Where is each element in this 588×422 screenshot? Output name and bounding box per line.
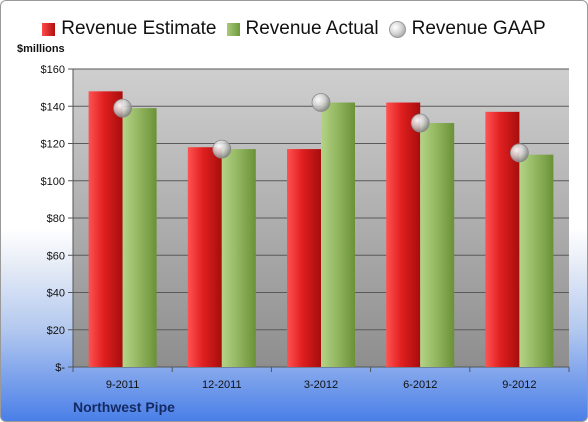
company-name: Northwest Pipe [73,399,175,415]
x-tick-label: 6-2012 [403,379,437,391]
bar-revenue-actual [221,149,256,367]
legend-swatch-actual [226,22,240,36]
y-tick-label: $60 [47,250,65,262]
x-tick-label: 9-2012 [502,379,536,391]
legend-item-gaap: Revenue GAAP [388,18,546,40]
bar-revenue-actual [420,123,455,367]
legend-item-actual: Revenue Actual [226,18,379,40]
marker-revenue-gaap [212,139,232,159]
y-unit-label: $millions [17,43,65,55]
y-tick-label: $80 [47,213,65,225]
x-tick-label: 3-2012 [304,379,338,391]
y-tick-label: $100 [41,176,65,188]
bar-revenue-actual [122,108,157,368]
marker-revenue-gaap [311,93,331,112]
legend-label-estimate: Revenue Estimate [61,18,217,39]
bar-revenue-actual [519,154,554,367]
bar-revenue-estimate [287,149,321,367]
y-tick-label: $160 [41,64,65,76]
bar-revenue-estimate [187,147,222,367]
x-tick-label: 9-2011 [106,379,139,391]
bar-revenue-actual [321,102,355,368]
legend-label-actual: Revenue Actual [245,18,379,39]
y-tick-label: $40 [47,288,65,300]
y-tick-label: $- [55,362,65,374]
y-tick-label: $20 [47,325,65,337]
bar-revenue-estimate [88,91,123,367]
legend: Revenue Estimate Revenue Actual Revenue … [1,17,587,41]
marker-revenue-gaap [510,143,529,163]
marker-revenue-gaap [410,113,430,133]
x-tick-label: 12-2011 [202,379,242,391]
y-tick-label: $140 [41,101,65,113]
marker-revenue-gaap [113,98,132,118]
legend-marker-gaap [388,20,406,38]
legend-label-gaap: Revenue GAAP [411,18,546,39]
legend-item-estimate: Revenue Estimate [42,18,217,40]
y-tick-label: $120 [41,139,65,151]
legend-swatch-estimate [42,22,56,36]
bar-revenue-estimate [386,102,421,368]
